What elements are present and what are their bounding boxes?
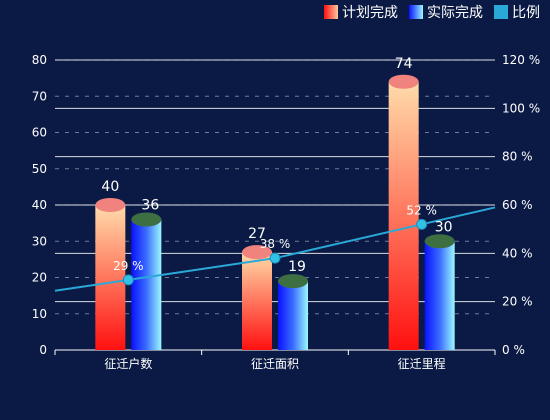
legend-swatch xyxy=(324,5,338,19)
x-category-label: 征迁里程 xyxy=(398,356,446,371)
bar-actual-value-label: 30 xyxy=(435,219,453,235)
y-right-tick-label: 120 % xyxy=(502,53,540,67)
bars xyxy=(95,74,455,350)
y-right-tick-label: 40 % xyxy=(502,246,533,260)
y-left-tick-label: 70 xyxy=(32,89,47,103)
y-right-tick-label: 0 % xyxy=(502,343,525,357)
legend-swatch xyxy=(409,5,423,19)
y-left-tick-label: 10 xyxy=(32,307,47,321)
right-grid xyxy=(55,59,495,303)
legend: 计划完成 实际完成 比例 xyxy=(324,5,540,21)
bar-actual-cap xyxy=(131,212,162,227)
x-category-label: 征迁户数 xyxy=(104,356,152,371)
ratio-point xyxy=(269,252,281,264)
y-left-tick-label: 60 xyxy=(32,126,47,140)
ratio-point-label: 29 % xyxy=(113,259,144,273)
bar-actual-cap xyxy=(424,234,455,249)
bar-actual xyxy=(131,219,162,350)
bar-actual-value-label: 19 xyxy=(288,259,306,275)
bar-plan-cap xyxy=(242,245,272,260)
bar-actual-value-label: 36 xyxy=(141,198,159,214)
bar-plan xyxy=(388,81,419,350)
y-left-tick-label: 80 xyxy=(32,53,47,67)
y-right-tick-label: 100 % xyxy=(502,101,540,115)
y-right-tick-label: 80 % xyxy=(502,150,533,164)
bar-actual-cap xyxy=(278,274,308,289)
x-category-label: 征迁面积 xyxy=(251,357,299,371)
y-left-tick-label: 0 xyxy=(39,343,47,357)
bar-plan xyxy=(242,252,272,350)
bar-plan xyxy=(95,205,126,350)
legend-swatch xyxy=(494,5,508,19)
y-left-tick-label: 50 xyxy=(32,162,47,176)
bar-plan-cap xyxy=(388,74,419,89)
y-right-tick-label: 60 % xyxy=(502,198,533,212)
y-left-tick-label: 30 xyxy=(32,234,47,248)
ratio-point-label: 38 % xyxy=(260,237,291,251)
legend-label: 比例 xyxy=(512,5,540,21)
labels: 0 10 20 30 40 50 60 70 80 0 % 20 % 40 % 60 % 80 % 100 … xyxy=(32,53,540,371)
y-left-tick-label: 40 xyxy=(32,198,47,212)
ratio-line xyxy=(54,206,496,292)
bar-plan-value-label: 40 xyxy=(101,179,119,195)
bar-plan-value-label: 74 xyxy=(395,56,413,72)
ratio-point xyxy=(416,218,428,230)
axes xyxy=(54,349,496,355)
y-left-tick-label: 20 xyxy=(32,271,47,285)
ratio-point xyxy=(122,274,134,286)
legend-label: 计划完成 xyxy=(342,5,398,21)
ratio-point-label: 52 % xyxy=(406,203,437,217)
bar-plan-cap xyxy=(95,198,126,212)
legend-label: 实际完成 xyxy=(427,5,483,21)
bar-actual xyxy=(424,241,455,350)
bar-plan-value-label: 27 xyxy=(248,226,266,242)
y-right-tick-label: 20 % xyxy=(502,295,533,309)
bar-actual xyxy=(278,281,308,350)
